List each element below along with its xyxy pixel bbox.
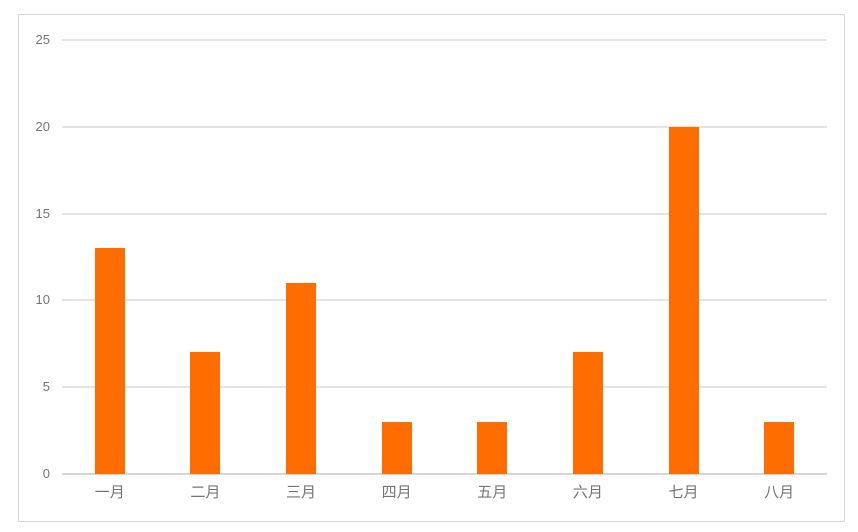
bar-七月[interactable] <box>668 126 699 474</box>
bar-四月[interactable] <box>381 421 412 474</box>
bar-八月[interactable] <box>764 421 795 474</box>
y-axis-tick-label: 5 <box>42 379 50 395</box>
y-axis-tick-label: 20 <box>35 118 50 134</box>
y-axis-tick-label: 10 <box>35 292 50 308</box>
x-axis-label: 二月 <box>190 484 221 501</box>
x-axis-label: 七月 <box>668 484 699 501</box>
x-axis-label: 五月 <box>477 484 508 501</box>
plot-area <box>62 39 827 475</box>
y-axis-tick-label: 0 <box>42 466 50 481</box>
x-axis-label: 一月 <box>94 484 125 501</box>
y-axis-tick-label: 25 <box>35 32 50 47</box>
x-axis-label: 六月 <box>572 484 603 501</box>
x-axis-label: 三月 <box>286 484 317 501</box>
y-axis-tick-label: 15 <box>35 205 50 221</box>
bar-五月[interactable] <box>477 421 508 474</box>
x-axis-label: 八月 <box>764 484 795 501</box>
gridline <box>62 299 827 302</box>
bar-一月[interactable] <box>94 248 125 474</box>
gridline <box>62 125 827 128</box>
gridline <box>62 386 827 389</box>
gridline <box>62 212 827 215</box>
chart-frame <box>18 14 845 522</box>
bar-二月[interactable] <box>190 352 221 474</box>
x-axis-label: 四月 <box>381 484 412 501</box>
gridline <box>62 39 827 41</box>
bar-六月[interactable] <box>572 352 603 474</box>
x-axis-baseline <box>62 473 827 475</box>
bar-三月[interactable] <box>286 283 317 474</box>
